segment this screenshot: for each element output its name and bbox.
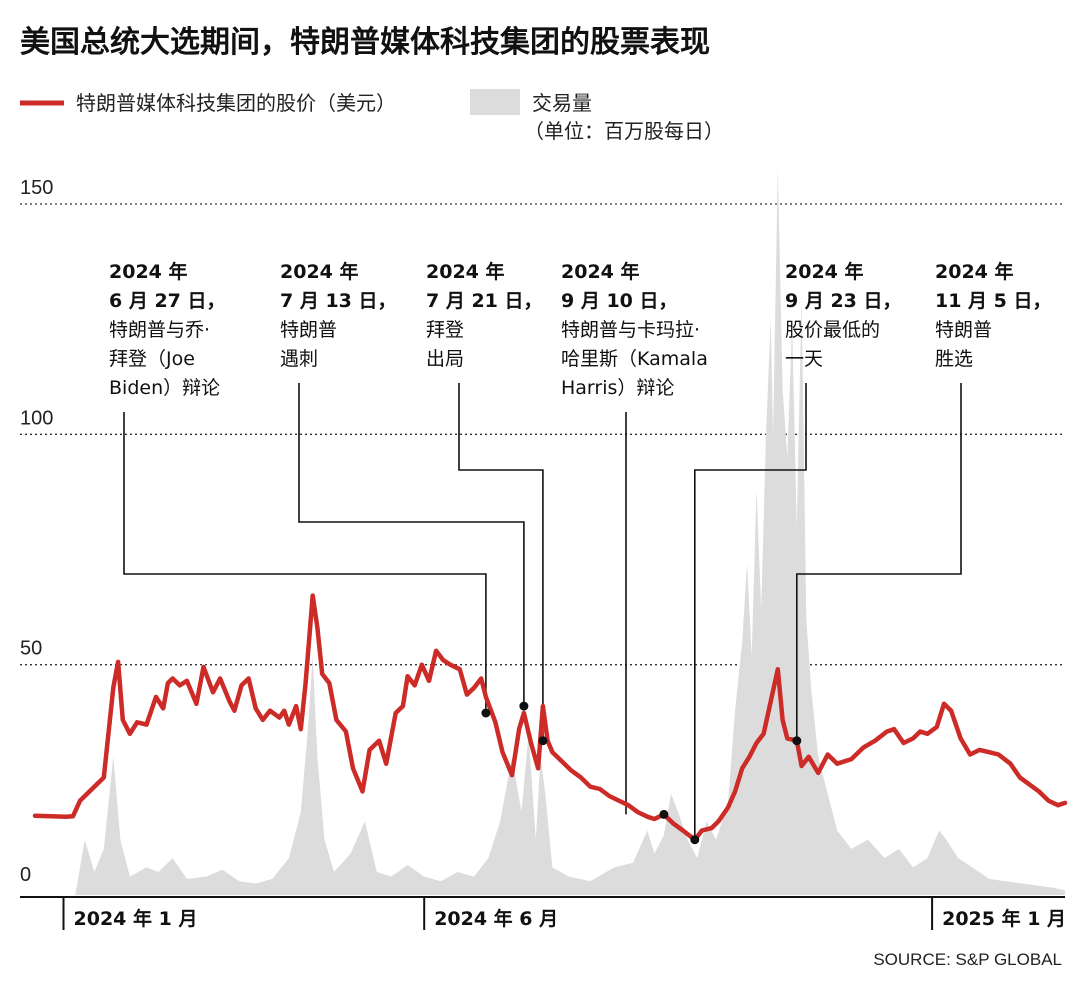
y-tick-label: 100	[20, 407, 53, 429]
annotation-leader-line	[458, 383, 544, 741]
annotation-leader-line	[796, 383, 962, 741]
annotation-date: 7 月 21 日，	[426, 290, 543, 312]
annotation-text: 股价最低的	[785, 319, 880, 341]
annotation-text: 特朗普与乔·	[109, 319, 210, 341]
annotation-year: 2024 年	[561, 260, 640, 283]
annotation-text: 拜登（Joe	[109, 348, 195, 370]
event-dot	[519, 701, 529, 711]
volume-area	[35, 167, 1065, 896]
annotation-text: 拜登	[426, 319, 464, 341]
annotation-leader-line	[298, 383, 525, 707]
annotation-text: 哈里斯（Kamala	[561, 348, 708, 370]
annotation-text: 出局	[426, 348, 464, 370]
annotation-leader-line	[694, 383, 807, 840]
legend-volume-unit: （单位：百万股每日）	[524, 119, 724, 143]
event-dot	[659, 809, 669, 819]
annotation-date: 7 月 13 日，	[280, 290, 397, 312]
legend-volume-label: 交易量	[532, 91, 592, 115]
legend: 特朗普媒体科技集团的股价（美元） 交易量 （单位：百万股每日）	[20, 89, 724, 143]
event-dot	[481, 708, 491, 718]
annotation-text: 一天	[785, 348, 823, 370]
annotation: 2024 年 9 月 10 日， 特朗普与卡玛拉· 哈里斯（Kamala Harris）…	[561, 260, 708, 815]
price-series	[32, 593, 1068, 842]
chart-title: 美国总统大选期间，特朗普媒体科技集团的股票表现	[20, 25, 710, 60]
annotation-year: 2024 年	[935, 260, 1014, 283]
annotation-text: 特朗普	[935, 319, 992, 341]
annotation-year: 2024 年	[109, 260, 188, 283]
y-tick-label: 150	[20, 177, 53, 199]
annotation-leader-line	[123, 412, 487, 713]
annotation-text: Harris）辩论	[561, 377, 674, 399]
annotations: 2024 年6 月 27 日，特朗普与乔·拜登（JoeBiden）辩论2024 …	[109, 260, 1052, 840]
x-tick-label: 2024 年 1 月	[74, 907, 198, 930]
annotation-year: 2024 年	[426, 260, 505, 283]
annotation-text: Biden）辩论	[109, 377, 220, 399]
annotation-year: 2024 年	[785, 260, 864, 283]
annotation-date: 9 月 23 日，	[785, 290, 902, 312]
x-tick-label: 2024 年 6 月	[434, 907, 558, 930]
y-tick-label: 50	[20, 638, 42, 660]
x-axis: 2024 年 1 月 2024 年 6 月 2025 年 1 月	[20, 896, 1066, 930]
event-dot	[792, 736, 802, 746]
event-dot	[690, 835, 700, 845]
x-tick-label: 2025 年 1 月	[942, 907, 1066, 930]
annotation-text: 遇刺	[280, 348, 318, 370]
y-grid: 150 100 50 0	[20, 177, 1065, 886]
annotation-date: 11 月 5 日，	[935, 290, 1052, 312]
event-markers	[481, 701, 802, 845]
source-note: SOURCE: S&P GLOBAL	[873, 950, 1062, 969]
annotation-text: 胜选	[935, 348, 973, 370]
event-dot	[538, 736, 548, 746]
annotation-date: 9 月 10 日，	[561, 290, 678, 312]
annotation-year: 2024 年	[280, 260, 359, 283]
annotation-date: 6 月 27 日，	[109, 290, 226, 312]
annotation: 2024 年 6 月 27 日， 特朗普与乔· 拜登（Joe Biden）辩论	[109, 260, 487, 713]
legend-volume-swatch	[470, 89, 520, 115]
annotation-text: 特朗普与卡玛拉·	[561, 319, 700, 341]
volume-series	[35, 167, 1065, 896]
legend-price-label: 特朗普媒体科技集团的股价（美元）	[76, 91, 396, 115]
annotation-text: 特朗普	[280, 319, 337, 341]
y-tick-label: 0	[20, 864, 31, 886]
price-line	[32, 593, 1068, 842]
